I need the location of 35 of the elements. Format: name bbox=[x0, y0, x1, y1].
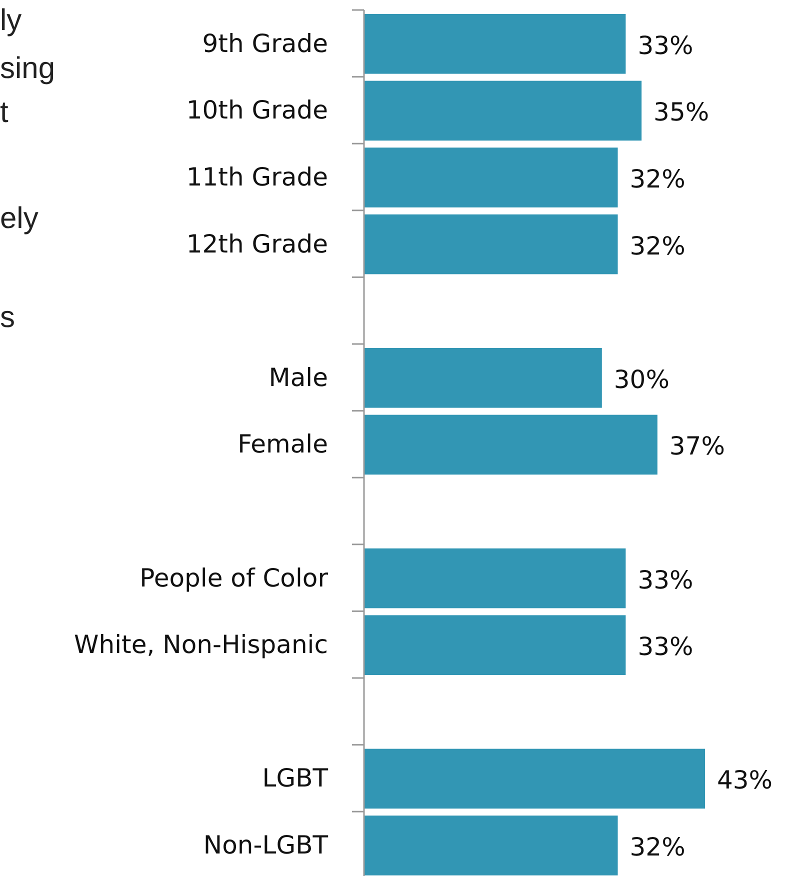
data-label: 33% bbox=[638, 565, 694, 594]
text: sing bbox=[0, 52, 56, 85]
bar bbox=[364, 748, 705, 809]
y-tick-label: White, Non-Hispanic bbox=[74, 630, 328, 660]
bar bbox=[364, 548, 626, 608]
bar bbox=[364, 615, 626, 675]
data-label: 33% bbox=[638, 632, 694, 662]
data-label: 43% bbox=[717, 766, 773, 795]
bar bbox=[364, 148, 618, 208]
bar bbox=[364, 816, 618, 876]
text: s bbox=[0, 301, 15, 334]
bar bbox=[364, 348, 602, 408]
data-label: 35% bbox=[654, 98, 710, 127]
text: ly bbox=[0, 4, 22, 37]
y-tick-label: 12th Grade bbox=[186, 229, 328, 258]
text: t bbox=[0, 96, 9, 129]
bar bbox=[364, 14, 626, 74]
data-label: 37% bbox=[669, 432, 725, 461]
y-tick-label: LGBT bbox=[262, 764, 329, 793]
text: ely bbox=[0, 202, 38, 235]
y-tick-label: 11th Grade bbox=[186, 162, 328, 192]
y-tick-label: Female bbox=[238, 430, 328, 459]
y-tick-label: 10th Grade bbox=[186, 96, 328, 125]
y-tick-label: People of Color bbox=[140, 563, 329, 592]
y-tick-label: 9th Grade bbox=[202, 28, 328, 58]
data-label: 32% bbox=[630, 231, 686, 260]
data-label: 32% bbox=[630, 832, 686, 862]
bar bbox=[364, 214, 618, 274]
data-label: 32% bbox=[630, 164, 686, 194]
y-tick-label: Non-LGBT bbox=[203, 830, 329, 860]
data-label: 33% bbox=[638, 30, 694, 60]
bar bbox=[364, 80, 642, 141]
data-label: 30% bbox=[614, 364, 670, 394]
bar bbox=[364, 414, 658, 475]
y-tick-label: Male bbox=[268, 362, 328, 392]
